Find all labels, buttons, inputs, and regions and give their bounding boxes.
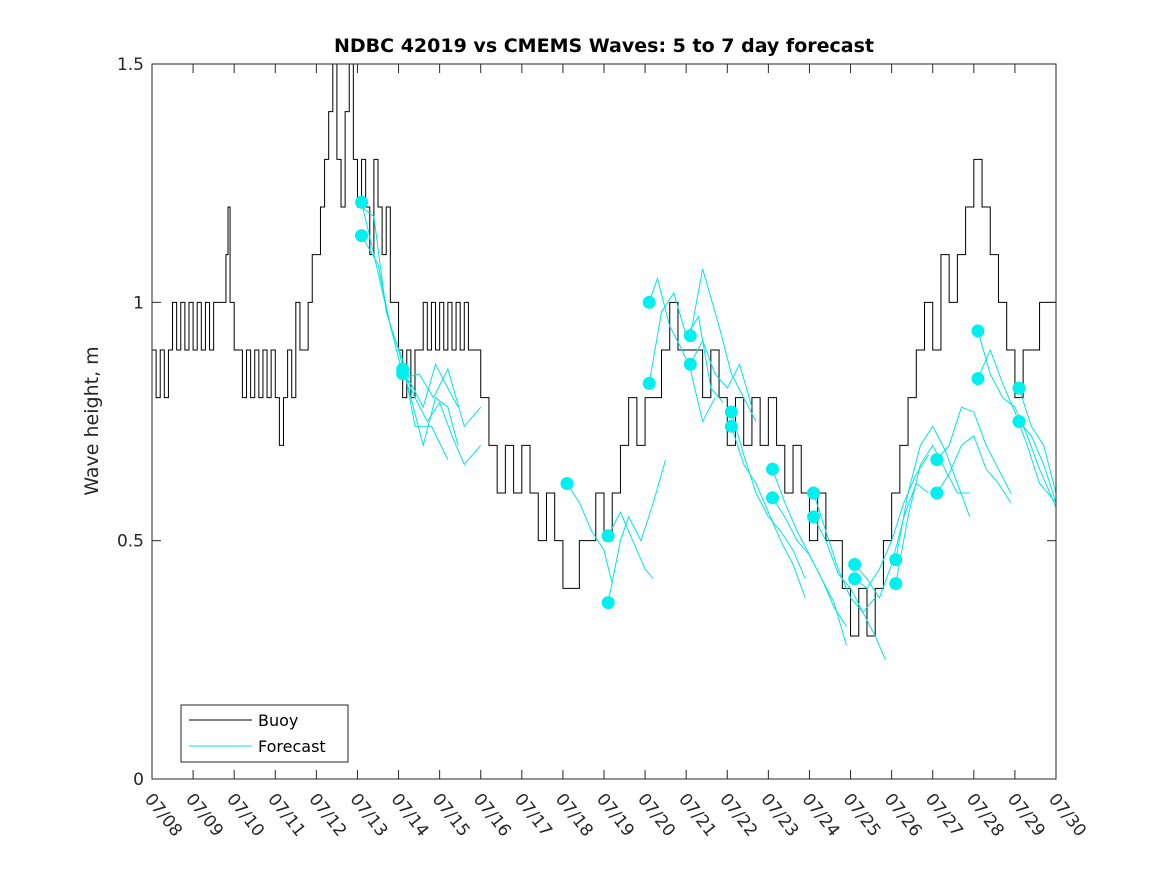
forecast-marker — [807, 486, 821, 500]
forecast-line — [607, 510, 654, 580]
forecast-marker — [396, 367, 410, 381]
forecast-line — [895, 425, 971, 560]
forecast-marker — [724, 405, 738, 419]
forecast-marker — [601, 529, 615, 543]
forecast-marker — [848, 558, 862, 571]
forecast-marker — [889, 577, 903, 591]
forecast-marker — [971, 324, 985, 338]
forecast-marker — [848, 572, 862, 586]
legend-buoy-label: Buoy — [258, 711, 298, 730]
forecast-line — [936, 406, 1012, 494]
forecast-line — [361, 202, 459, 409]
legend-box — [180, 704, 349, 763]
y-tick-label: 1 — [133, 293, 144, 313]
y-tick-label: 0 — [133, 770, 144, 790]
forecast-line — [607, 459, 667, 603]
forecast-line — [361, 235, 449, 460]
forecast-marker — [724, 419, 738, 433]
forecast-marker — [889, 553, 903, 567]
forecast-marker — [930, 453, 944, 467]
series-layer — [152, 63, 1057, 661]
forecast-marker — [765, 462, 779, 476]
forecast-marker — [807, 510, 821, 524]
legend-forecast-label: Forecast — [258, 737, 326, 756]
forecast-line — [730, 426, 806, 599]
forecast-line — [1018, 421, 1057, 503]
forecast-line — [689, 268, 757, 422]
forecast-marker — [683, 357, 697, 371]
forecast-line — [361, 206, 459, 448]
chart-title: NDBC 42019 vs CMEMS Waves: 5 to 7 day fo… — [334, 35, 874, 57]
forecast-marker — [560, 476, 574, 490]
plot-area — [152, 64, 1056, 779]
forecast-marker — [355, 195, 369, 209]
forecast-line — [772, 497, 847, 646]
y-tick-label: 1.5 — [117, 55, 144, 75]
forecast-marker — [642, 376, 656, 390]
forecast-line — [977, 330, 1057, 508]
forecast-line — [648, 276, 716, 423]
forecast-line — [566, 483, 613, 584]
forecast-line — [813, 516, 876, 614]
forecast-line — [936, 434, 1012, 503]
forecast-marker — [1012, 381, 1026, 395]
forecast-line — [402, 367, 482, 428]
forecast-line — [689, 339, 753, 408]
buoy-line — [152, 63, 1057, 637]
forecast-marker — [601, 596, 615, 610]
forecast-marker — [1012, 415, 1026, 428]
forecast-line — [730, 411, 806, 579]
forecast-line — [813, 492, 886, 661]
forecast-line — [1018, 387, 1057, 494]
forecast-marker — [971, 372, 985, 386]
y-tick-label: 0.5 — [117, 532, 144, 552]
forecast-marker — [930, 486, 944, 500]
forecast-marker — [642, 295, 656, 309]
legend: Buoy Forecast — [180, 704, 349, 763]
forecast-line — [854, 454, 930, 590]
forecast-marker — [765, 491, 779, 505]
forecast-marker — [683, 329, 697, 343]
y-axis-label: Wave height, m — [81, 346, 103, 495]
forecast-line — [402, 368, 482, 466]
forecast-line — [977, 348, 1057, 503]
forecast-line — [895, 444, 970, 584]
forecast-marker — [355, 229, 369, 243]
